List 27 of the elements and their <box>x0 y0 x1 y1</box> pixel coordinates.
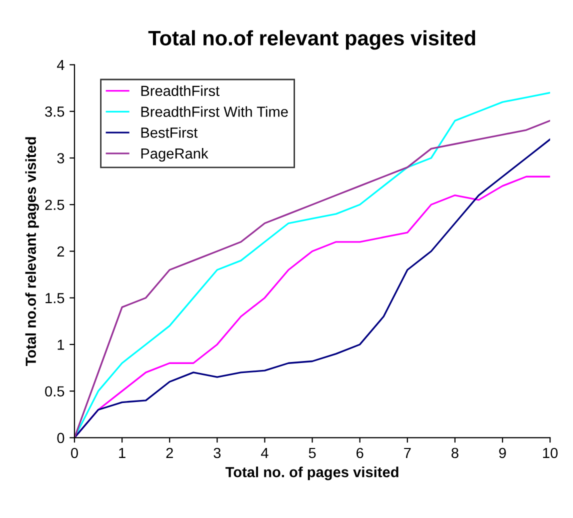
y-tick-label: 3.5 <box>45 106 64 117</box>
x-tick-label: 3 <box>214 448 221 458</box>
x-tick-label: 2 <box>166 448 173 458</box>
legend-label: BestFirst <box>141 127 198 138</box>
y-axis-title: Total no.of relevant pages visited <box>25 137 39 366</box>
legend-label: BreadthFirst <box>141 85 220 96</box>
x-tick-label: 0 <box>71 448 78 458</box>
y-tick-label: 0 <box>57 432 64 444</box>
x-tick-label: 5 <box>308 448 316 458</box>
y-tick-label: 1.5 <box>46 293 64 304</box>
x-tick-label: 1 <box>119 448 126 458</box>
y-tick-label: 2 <box>57 246 64 257</box>
legend-label: PageRank <box>141 148 208 162</box>
y-tick-label: 0.5 <box>45 386 64 397</box>
x-tick-label: 8 <box>452 448 458 458</box>
x-tick-label: 4 <box>261 448 268 458</box>
y-tick-label: 3 <box>57 153 64 164</box>
x-tick-label: 10 <box>543 448 558 458</box>
y-tick-label: 1 <box>58 340 64 350</box>
y-tick-label: 4 <box>56 60 64 70</box>
y-tick-label: 2.5 <box>45 200 64 210</box>
legend-label: BreadthFirst With Time <box>141 106 288 117</box>
chart-title: Total no.of relevant pages visited <box>148 30 476 50</box>
x-axis-title: Total no. of pages visited <box>225 466 398 480</box>
x-tick-label: 6 <box>356 448 364 458</box>
x-tick-label: 9 <box>499 448 506 458</box>
x-tick-label: 7 <box>404 448 411 458</box>
